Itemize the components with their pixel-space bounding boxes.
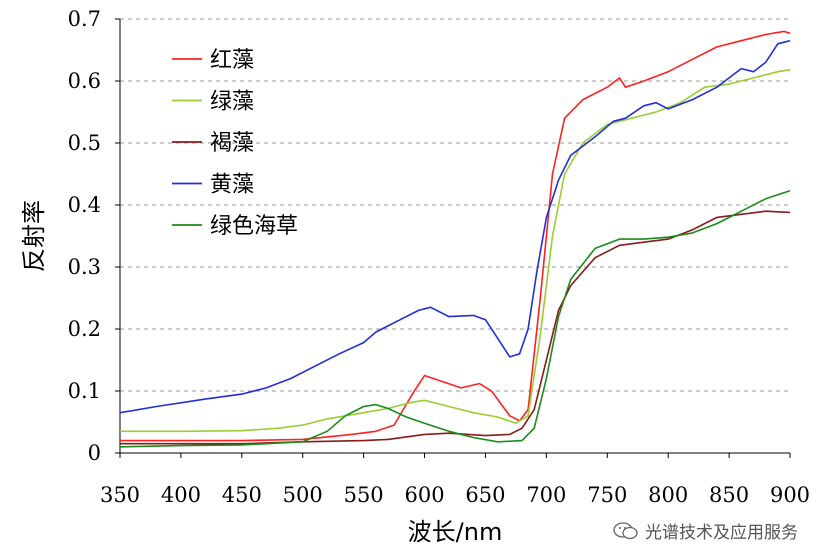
grid-layer	[120, 18, 790, 392]
legend-label: 褐藻	[210, 131, 254, 156]
x-tick-label: 500	[283, 483, 323, 507]
y-axis-title: 反射率	[20, 200, 48, 272]
legend-label: 黄藻	[210, 173, 254, 198]
y-tick-label: 0.6	[68, 69, 101, 93]
x-tick-label: 400	[161, 483, 201, 507]
y-tick-label: 0	[88, 441, 101, 465]
x-tick-label: 650	[465, 483, 505, 507]
x-tick-label: 550	[344, 483, 384, 507]
y-tick-label: 0.5	[68, 131, 101, 155]
x-tick-label: 800	[648, 483, 688, 507]
series-line-2	[120, 210, 791, 445]
series-layer	[119, 30, 791, 448]
x-tick-label: 900	[770, 483, 810, 507]
x-tick-label: 350	[100, 483, 140, 507]
x-tick-label: 750	[587, 483, 627, 507]
watermark-text: 光谱技术及应用服务	[645, 523, 798, 543]
legend-label: 红藻	[210, 48, 254, 73]
legend-label: 绿藻	[210, 90, 254, 115]
x-tick-label: 700	[526, 483, 566, 507]
tick-layer: 0 0.1 0.2 0.3 0.4 0.5 0.6 0.7 350 400 450 500 550 600…	[68, 7, 810, 507]
wechat-icon	[613, 521, 638, 539]
series-line-3	[119, 39, 791, 414]
y-tick-label: 0.2	[68, 317, 101, 341]
y-tick-label: 0.3	[68, 255, 101, 279]
y-tick-label: 0.1	[68, 379, 101, 403]
axes-layer	[119, 19, 790, 454]
legend-label: 绿色海草	[210, 214, 298, 239]
series-line-4	[119, 189, 791, 448]
x-tick-label: 600	[404, 483, 444, 507]
watermark: 光谱技术及应用服务	[613, 518, 798, 543]
x-axis-title: 波长/nm	[408, 518, 503, 546]
x-tick-label: 850	[709, 483, 749, 507]
y-tick-label: 0.7	[68, 7, 101, 31]
y-tick-label: 0.4	[68, 193, 101, 217]
x-tick-label: 450	[222, 483, 262, 507]
series-line-1	[120, 69, 791, 433]
y-axis-title-group: 反射率	[20, 200, 48, 272]
series-line-0	[120, 30, 791, 442]
